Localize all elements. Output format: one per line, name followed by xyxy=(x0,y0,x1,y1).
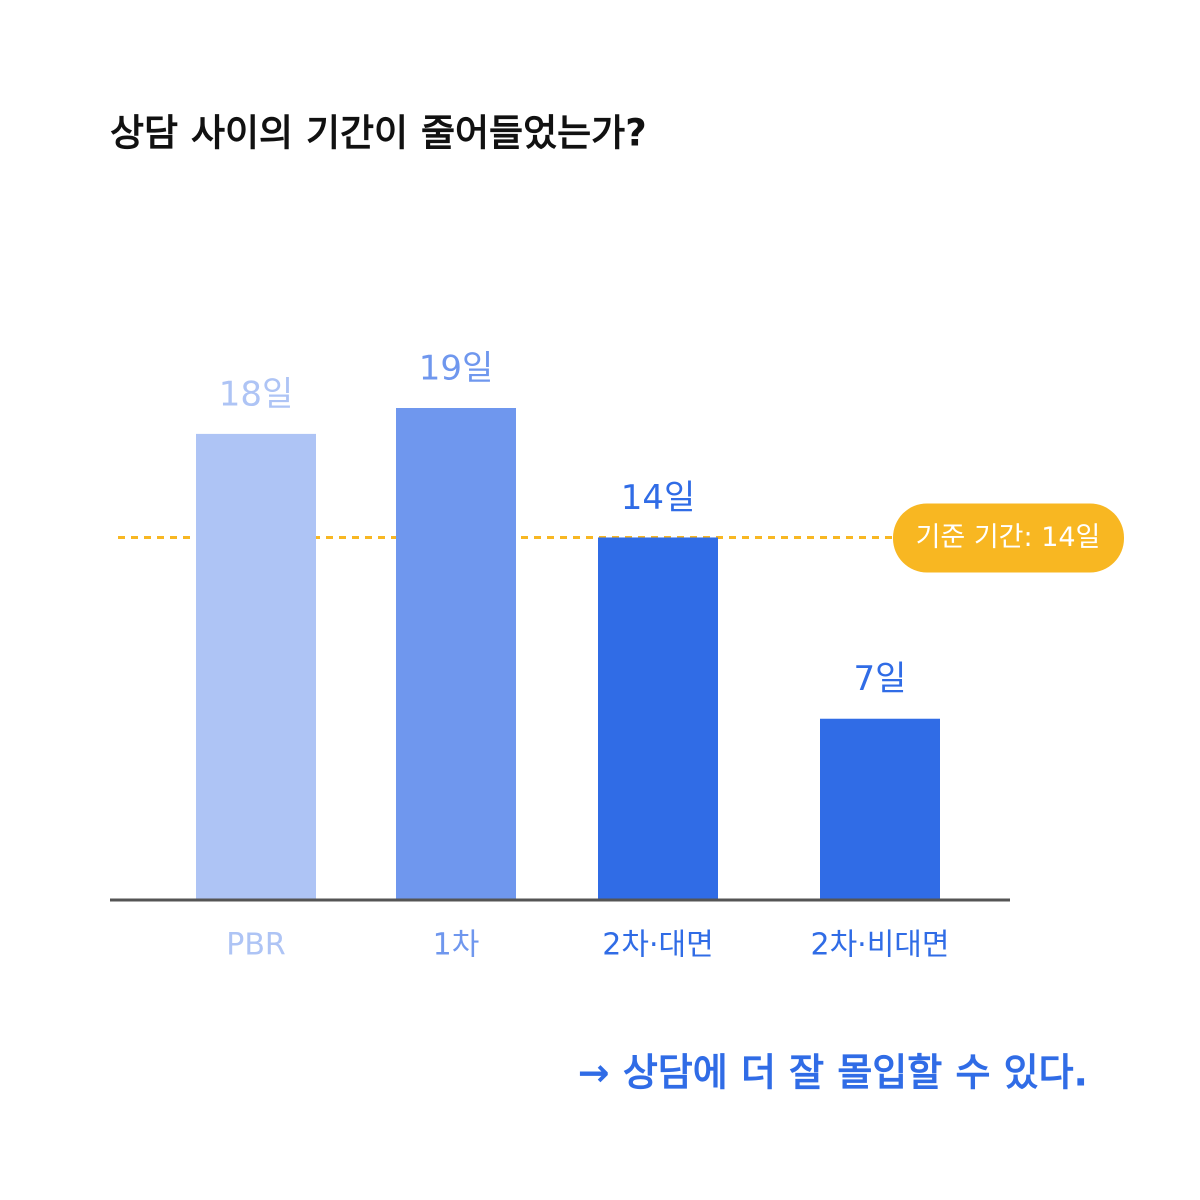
x-tick-label: 1차 xyxy=(433,928,480,963)
reference-label: 기준 기간: 14일 xyxy=(916,522,1101,553)
bar xyxy=(196,433,316,900)
x-tick-label: 2차·비대면 xyxy=(810,928,949,963)
value-label: 18일 xyxy=(219,374,294,414)
x-tick-label: PBR xyxy=(226,928,286,963)
reference-badge xyxy=(893,503,1124,573)
chart-title: 상담 사이의 기간이 줄어들었는가? xyxy=(110,112,647,155)
footnote: → 상담에 더 잘 몰입할 수 있다. xyxy=(578,1051,1088,1095)
value-label: 14일 xyxy=(621,478,696,518)
x-tick-label: 2차·대면 xyxy=(602,928,713,963)
value-label: 7일 xyxy=(854,659,907,699)
bar xyxy=(598,537,718,900)
value-label: 19일 xyxy=(419,349,494,389)
bar xyxy=(820,718,940,900)
bar xyxy=(396,408,516,900)
